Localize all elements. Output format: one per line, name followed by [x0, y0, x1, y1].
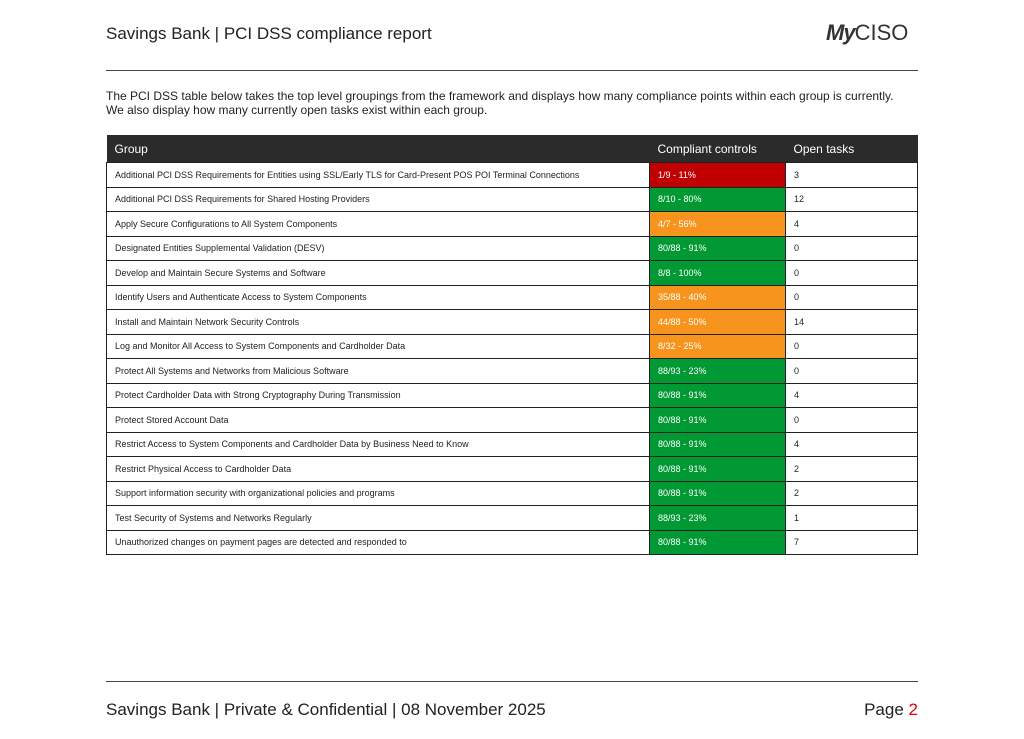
open-tasks-cell: 14 [785, 309, 918, 335]
group-cell: Test Security of Systems and Networks Re… [106, 505, 650, 531]
intro: The PCI DSS table below takes the top le… [106, 89, 918, 117]
compliance-cell: 88/93 - 23% [649, 358, 786, 384]
compliance-cell: 80/88 - 91% [649, 529, 786, 555]
table-row: Restrict Physical Access to Cardholder D… [106, 456, 918, 482]
report-title: Savings Bank | PCI DSS compliance report [106, 24, 432, 43]
group-cell: Additional PCI DSS Requirements for Enti… [106, 162, 650, 188]
open-tasks-cell: 4 [785, 211, 918, 237]
table-row: Additional PCI DSS Requirements for Enti… [106, 162, 918, 188]
group-cell: Support information security with organi… [106, 480, 650, 506]
group-cell: Log and Monitor All Access to System Com… [106, 333, 650, 359]
page-num: 2 [908, 700, 918, 719]
open-tasks-cell: 1 [785, 505, 918, 531]
open-tasks-cell: 0 [785, 358, 918, 384]
table-row: Develop and Maintain Secure Systems and … [106, 260, 918, 286]
logo: MyCISO [826, 20, 908, 46]
table-row: Protect All Systems and Networks from Ma… [106, 358, 918, 384]
open-tasks-cell: 0 [785, 235, 918, 261]
open-tasks-cell: 0 [785, 260, 918, 286]
column-header: Open tasks [785, 135, 918, 163]
compliance-cell: 8/8 - 100% [649, 260, 786, 286]
open-tasks-cell: 4 [785, 431, 918, 457]
group-cell: Install and Maintain Network Security Co… [106, 309, 650, 335]
table-row: Test Security of Systems and Networks Re… [106, 505, 918, 531]
table-row: Support information security with organi… [106, 480, 918, 506]
group-cell: Protect All Systems and Networks from Ma… [106, 358, 650, 384]
table-row: Additional PCI DSS Requirements for Shar… [106, 186, 918, 212]
group-cell: Restrict Physical Access to Cardholder D… [106, 456, 650, 482]
compliance-cell: 4/7 - 56% [649, 211, 786, 237]
header-row: Group Compliant controls Open tasks [106, 135, 918, 163]
divider [106, 681, 918, 682]
group-cell: Protect Cardholder Data with Strong Cryp… [106, 382, 650, 408]
compliance-cell: 44/88 - 50% [649, 309, 786, 335]
logo-my: My [826, 20, 856, 45]
compliance-cell: 1/9 - 11% [649, 162, 786, 188]
open-tasks-cell: 2 [785, 480, 918, 506]
group-cell: Identify Users and Authenticate Access t… [106, 284, 650, 310]
table-row: Protect Stored Account Data 80/88 - 91% 0 [106, 407, 918, 433]
logo-ciso: CISO [854, 20, 909, 45]
table-row: Apply Secure Configurations to All Syste… [106, 211, 918, 237]
open-tasks-cell: 7 [785, 529, 918, 555]
compliance-cell: 80/88 - 91% [649, 431, 786, 457]
compliance-table: Group Compliant controls Open tasks Addi… [106, 135, 918, 555]
compliance-cell: 80/88 - 91% [649, 382, 786, 408]
table-row: Unauthorized changes on payment pages ar… [106, 529, 918, 555]
table-row: Protect Cardholder Data with Strong Cryp… [106, 382, 918, 408]
group-cell: Protect Stored Account Data [106, 407, 650, 433]
open-tasks-cell: 4 [785, 382, 918, 408]
group-cell: Restrict Access to System Components and… [106, 431, 650, 457]
compliance-cell: 35/88 - 40% [649, 284, 786, 310]
table-row: Identify Users and Authenticate Access t… [106, 284, 918, 310]
compliance-cell: 80/88 - 91% [649, 407, 786, 433]
compliance-cell: 8/10 - 80% [649, 186, 786, 212]
divider [106, 70, 918, 71]
table-row: Restrict Access to System Components and… [106, 431, 918, 457]
open-tasks-cell: 12 [785, 186, 918, 212]
open-tasks-cell: 0 [785, 333, 918, 359]
compliance-cell: 80/88 - 91% [649, 235, 786, 261]
compliance-cell: 8/32 - 25% [649, 333, 786, 359]
group-cell: Apply Secure Configurations to All Syste… [106, 211, 650, 237]
open-tasks-cell: 3 [785, 162, 918, 188]
group-cell: Additional PCI DSS Requirements for Shar… [106, 186, 650, 212]
intro-line: We also display how many currently open … [106, 103, 488, 117]
intro-line: The PCI DSS table below takes the top le… [106, 89, 894, 103]
table-row: Designated Entities Supplemental Validat… [106, 235, 918, 261]
page-label: Page [864, 700, 904, 719]
footer-text: Savings Bank | Private & Confidential | … [106, 700, 546, 719]
compliance-cell: 88/93 - 23% [649, 505, 786, 531]
group-cell: Designated Entities Supplemental Validat… [106, 235, 650, 261]
table-row: Log and Monitor All Access to System Com… [106, 333, 918, 359]
page-number: Page 2 [864, 700, 918, 720]
open-tasks-cell: 0 [785, 284, 918, 310]
table-body: Additional PCI DSS Requirements for Enti… [106, 162, 918, 555]
group-cell: Unauthorized changes on payment pages ar… [106, 529, 650, 555]
column-header: Group [106, 135, 650, 163]
open-tasks-cell: 2 [785, 456, 918, 482]
group-cell: Develop and Maintain Secure Systems and … [106, 260, 650, 286]
compliance-cell: 80/88 - 91% [649, 480, 786, 506]
column-header: Compliant controls [649, 135, 786, 163]
compliance-cell: 80/88 - 91% [649, 456, 786, 482]
table-row: Install and Maintain Network Security Co… [106, 309, 918, 335]
open-tasks-cell: 0 [785, 407, 918, 433]
